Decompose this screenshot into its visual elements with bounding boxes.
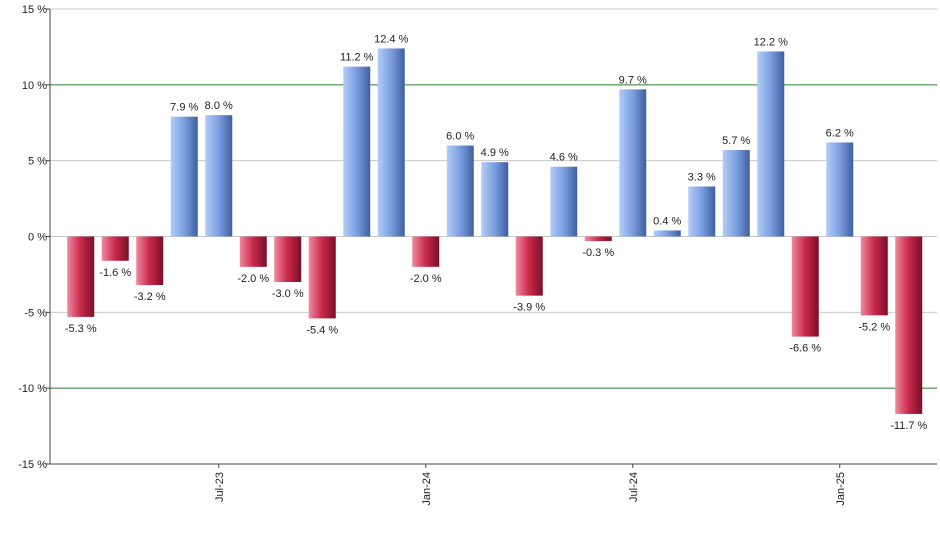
bar (170, 116, 198, 237)
value-label: -6.6 % (789, 343, 821, 355)
value-label: 5.7 % (722, 135, 750, 147)
bar (550, 166, 578, 237)
x-tick-label: Jan-25 (835, 472, 847, 506)
value-label: -2.0 % (410, 273, 442, 285)
value-label: 9.7 % (619, 74, 647, 86)
value-label: -3.0 % (272, 288, 304, 300)
bar (722, 150, 750, 237)
bar (860, 236, 888, 316)
y-tick-label: 0 % (28, 232, 47, 244)
value-label: 0.4 % (653, 215, 681, 227)
bar (688, 186, 716, 237)
bar (481, 162, 509, 237)
value-label: 7.9 % (170, 102, 198, 114)
value-label: -0.3 % (582, 247, 614, 259)
value-label: 4.9 % (481, 147, 509, 159)
value-label: 6.2 % (826, 127, 854, 139)
bar (791, 236, 819, 337)
bar (377, 48, 405, 237)
bar (308, 236, 336, 319)
value-label: -2.0 % (237, 273, 269, 285)
bar (653, 230, 681, 237)
bar (239, 236, 267, 267)
y-tick-label: 10 % (22, 80, 47, 92)
bar (446, 145, 474, 237)
bar (757, 51, 785, 237)
value-label: 4.6 % (550, 152, 578, 164)
bar (274, 236, 302, 282)
y-tick-label: -10 % (18, 383, 47, 395)
bar (136, 236, 164, 286)
y-tick-label: -15 % (18, 459, 47, 471)
value-label: -5.2 % (858, 321, 890, 333)
value-label: -11.7 % (890, 420, 927, 432)
value-label: 11.2 % (340, 52, 374, 64)
bar (895, 236, 923, 414)
value-label: 8.0 % (205, 100, 233, 112)
x-tick-label: Jul-24 (628, 472, 640, 502)
y-tick-label: -5 % (24, 307, 47, 319)
y-tick-label: 15 % (22, 4, 47, 16)
value-label: 6.0 % (446, 131, 474, 143)
value-label: 3.3 % (688, 171, 716, 183)
bar (515, 236, 543, 296)
x-tick-label: Jan-24 (421, 472, 433, 506)
value-label: -3.2 % (134, 291, 166, 303)
value-label: -1.6 % (99, 267, 131, 279)
bar (205, 115, 233, 237)
bar (826, 142, 854, 237)
x-tick-label: Jul-23 (214, 472, 226, 502)
value-label: -3.9 % (513, 302, 545, 314)
value-label: -5.3 % (65, 323, 97, 335)
value-label: -5.4 % (306, 324, 338, 336)
bar (619, 89, 647, 237)
bar (584, 236, 612, 242)
bar (101, 236, 129, 261)
bar (343, 66, 371, 237)
bar (412, 236, 440, 267)
value-label: 12.4 % (374, 33, 408, 45)
value-label: 12.2 % (754, 36, 788, 48)
y-tick-label: 5 % (28, 156, 47, 168)
bar (67, 236, 95, 317)
